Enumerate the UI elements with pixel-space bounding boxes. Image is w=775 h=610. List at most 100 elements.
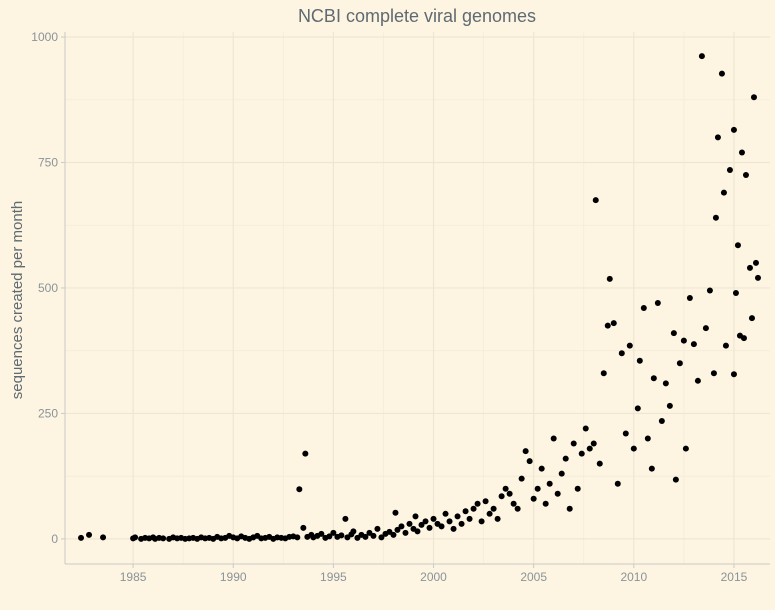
data-point	[648, 465, 655, 472]
data-point	[430, 515, 437, 522]
data-point	[748, 315, 755, 322]
data-point	[670, 330, 677, 337]
y-tick-label: 1000	[31, 30, 58, 44]
chart-title: NCBI complete viral genomes	[298, 6, 536, 26]
y-tick-label: 500	[38, 281, 58, 295]
data-point	[530, 495, 537, 502]
data-point	[446, 518, 453, 525]
data-point	[706, 287, 713, 294]
data-point	[474, 500, 481, 507]
data-point	[302, 450, 309, 457]
data-point	[666, 402, 673, 409]
data-point	[750, 94, 757, 101]
data-point	[566, 505, 573, 512]
data-point	[438, 523, 445, 530]
axes	[61, 32, 770, 568]
x-tick-label: 1985	[120, 570, 147, 584]
data-point	[294, 534, 301, 541]
data-point	[534, 485, 541, 492]
data-point	[630, 445, 637, 452]
y-tick-label: 0	[51, 532, 58, 546]
data-point	[482, 498, 489, 505]
data-point	[578, 450, 585, 457]
data-point	[644, 435, 651, 442]
data-point	[378, 534, 385, 541]
data-point	[636, 357, 643, 364]
y-tick-label: 750	[38, 155, 58, 169]
data-point	[374, 525, 381, 532]
data-point	[406, 520, 413, 527]
data-point	[398, 523, 405, 530]
tick-labels: 1985 1990 1995 2000 2005 2010 2015 0 250 500 750 10…	[31, 30, 747, 584]
data-point	[610, 320, 617, 327]
data-point	[690, 341, 697, 348]
data-point	[558, 470, 565, 477]
data-point	[478, 518, 485, 525]
data-point	[752, 259, 759, 266]
data-point	[550, 435, 557, 442]
data-point	[502, 485, 509, 492]
data-point	[466, 515, 473, 522]
data-point	[640, 305, 647, 312]
data-point	[422, 518, 429, 525]
data-point	[574, 485, 581, 492]
data-point	[490, 505, 497, 512]
x-tick-label: 1990	[220, 570, 247, 584]
data-point	[570, 440, 577, 447]
data-point	[746, 264, 753, 271]
data-point	[698, 53, 705, 60]
plot-panel	[65, 32, 770, 564]
data-point	[662, 380, 669, 387]
data-point	[726, 167, 733, 174]
data-point	[414, 528, 421, 535]
data-point	[394, 526, 401, 533]
data-point	[654, 300, 661, 307]
data-point	[402, 529, 409, 536]
data-point	[370, 532, 377, 539]
data-point	[614, 480, 621, 487]
data-point	[682, 445, 689, 452]
data-point	[510, 500, 517, 507]
data-point	[526, 458, 533, 465]
data-point	[450, 525, 457, 532]
data-point	[78, 534, 85, 541]
data-point	[720, 189, 727, 196]
data-point	[458, 520, 465, 527]
data-point	[738, 149, 745, 156]
data-point	[714, 134, 721, 141]
data-point	[542, 500, 549, 507]
data-point	[470, 505, 477, 512]
data-point	[722, 342, 729, 349]
data-point	[506, 490, 513, 497]
data-point	[622, 430, 629, 437]
data-point	[412, 513, 419, 520]
x-tick-label: 2010	[620, 570, 647, 584]
data-point	[694, 377, 701, 384]
data-point	[342, 515, 349, 522]
data-point	[442, 510, 449, 517]
data-point	[604, 322, 611, 329]
data-point	[730, 371, 737, 378]
x-tick-label: 2005	[520, 570, 547, 584]
data-point	[730, 126, 737, 133]
y-tick-label: 250	[38, 406, 58, 420]
data-point	[392, 509, 399, 516]
data-point	[650, 375, 657, 382]
data-point	[732, 289, 739, 296]
data-point	[742, 172, 749, 179]
data-point	[538, 465, 545, 472]
data-point	[300, 524, 307, 531]
data-point	[418, 521, 425, 528]
data-point	[518, 475, 525, 482]
data-point	[498, 493, 505, 500]
data-point	[362, 533, 369, 540]
data-point	[454, 513, 461, 520]
grid	[65, 32, 770, 564]
x-tick-label: 2015	[721, 570, 748, 584]
data-point	[330, 529, 337, 536]
data-point	[132, 534, 139, 541]
data-point	[734, 242, 741, 249]
data-point	[494, 515, 501, 522]
data-point	[600, 370, 607, 377]
